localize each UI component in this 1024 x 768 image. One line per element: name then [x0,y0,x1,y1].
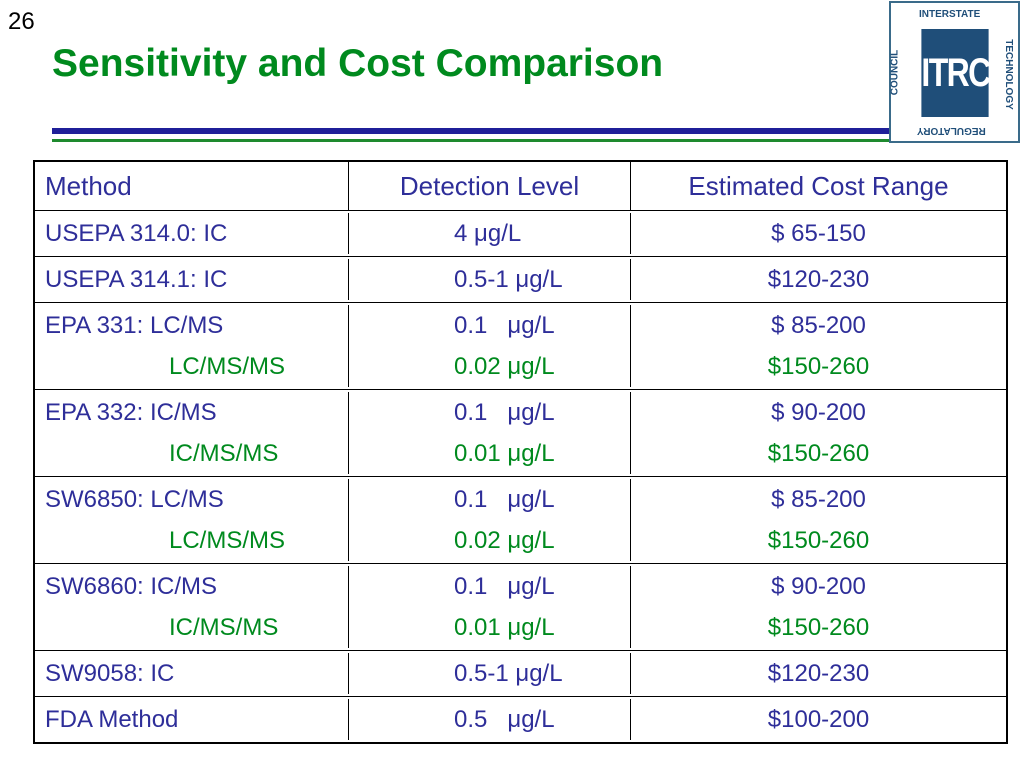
table-cell: 0.1 μg/L 0.02 μg/L [349,305,631,387]
cell-text: LC/MS/MS [169,353,286,380]
cell-text: EPA 331: LC/MS [45,312,224,339]
cell-text: SW6860: IC/MS [45,573,218,600]
table-row: EPA 332: IC/MS IC/MS/MS 0.1 μg/L 0.01 μg/L $… [35,389,1006,476]
logo-right: TECHNOLOGY [1002,39,1014,110]
table-row: FDA Method 0.5 μg/L $100-200 [35,696,1006,742]
table-cell: FDA Method [35,699,349,740]
cell-text: 0.5-1 μg/L [454,660,563,687]
cell-text: FDA Method [45,706,179,733]
cell-text: 0.5 μg/L [454,706,555,733]
cell-text: IC/MS/MS [169,440,279,467]
cell-text: SW6850: LC/MS [45,486,224,513]
cell-text: 0.1 μg/L [454,399,555,426]
table-cell: 0.1 μg/L 0.01 μg/L [349,566,631,648]
cell-text: 0.1 μg/L [454,486,555,513]
logo-mark: ITRC [921,29,991,117]
table-row: EPA 331: LC/MS LC/MS/MS 0.1 μg/L 0.02 μg/L $… [35,302,1006,389]
cell-text: 0.02 μg/L [454,527,555,554]
cell-text: USEPA 314.0: IC [45,220,228,247]
cell-text: $ 65-150 [771,220,866,247]
table-cell: $120-230 [631,259,1006,300]
cell-text: 0.5-1 μg/L [454,266,563,293]
logo: INTERSTATE TECHNOLOGY REGULATORY COUNCIL… [889,1,1020,143]
cell-text: 0.01 μg/L [454,440,555,467]
cell-text: $150-260 [767,614,870,641]
cell-text: $ 85-200 [771,312,866,339]
cell-text: $120-230 [767,266,870,293]
cell-text: 4 μg/L [454,220,522,247]
table-cell: USEPA 314.1: IC [35,259,349,300]
logo-left: COUNCIL [889,49,901,96]
table-cell: USEPA 314.0: IC [35,213,349,254]
table-cell: $120-230 [631,653,1006,694]
slide-number: 26 [8,8,35,35]
cell-text: $100-200 [767,706,870,733]
table-cell: 4 μg/L [349,213,631,254]
divider-blue [52,128,892,134]
table-cell: EPA 332: IC/MS IC/MS/MS [35,392,349,474]
header-cell: Method [35,162,349,210]
header-cell: Detection Level [349,162,631,210]
table-cell: SW9058: IC [35,653,349,694]
logo-top: INTERSTATE [919,9,981,20]
table-cell: SW6860: IC/MS IC/MS/MS [35,566,349,648]
table-cell: SW6850: LC/MS LC/MS/MS [35,479,349,561]
table-row: SW9058: IC 0.5-1 μg/L $120-230 [35,650,1006,696]
cell-text: $150-260 [767,440,870,467]
table: Method Detection Level Estimated Cost Rang… [33,160,1008,744]
cell-text: LC/MS/MS [169,527,286,554]
table-row: SW6860: IC/MS IC/MS/MS 0.1 μg/L 0.01 μg/L $ … [35,563,1006,650]
table-cell: 0.1 μg/L 0.01 μg/L [349,392,631,474]
cell-text: IC/MS/MS [169,614,279,641]
table-cell: $ 85-200 $150-260 [631,305,1006,387]
table-cell: EPA 331: LC/MS LC/MS/MS [35,305,349,387]
cell-text: $ 90-200 [771,573,866,600]
cell-text: $150-260 [767,527,870,554]
cell-text: $ 90-200 [771,399,866,426]
cell-text: SW9058: IC [45,660,175,687]
table-cell: 0.5 μg/L [349,699,631,740]
cell-text: 0.1 μg/L [454,312,555,339]
table-cell: $100-200 [631,699,1006,740]
table-cell: $ 90-200 $150-260 [631,566,1006,648]
cell-text: 0.01 μg/L [454,614,555,641]
logo-bottom: REGULATORY [917,125,986,136]
table-cell: 0.5-1 μg/L [349,653,631,694]
divider-green [52,139,892,142]
cell-text: $ 85-200 [771,486,866,513]
cell-text: $150-260 [767,353,870,380]
table-cell: $ 65-150 [631,213,1006,254]
cell-text: EPA 332: IC/MS [45,399,217,426]
cell-text: 0.02 μg/L [454,353,555,380]
table-cell: 0.1 μg/L 0.02 μg/L [349,479,631,561]
table-cell: 0.5-1 μg/L [349,259,631,300]
cell-text: $120-230 [767,660,870,687]
cell-text: 0.1 μg/L [454,573,555,600]
table-row: USEPA 314.0: IC 4 μg/L $ 65-150 [35,210,1006,256]
slide-title: Sensitivity and Cost Comparison [52,42,664,85]
table-row: USEPA 314.1: IC 0.5-1 μg/L $120-230 [35,256,1006,302]
table-header: Method Detection Level Estimated Cost Rang… [35,162,1006,210]
cell-text: USEPA 314.1: IC [45,266,228,293]
table-cell: $ 90-200 $150-260 [631,392,1006,474]
table-row: SW6850: LC/MS LC/MS/MS 0.1 μg/L 0.02 μg/L $ … [35,476,1006,563]
table-cell: $ 85-200 $150-260 [631,479,1006,561]
header-cell: Estimated Cost Range [688,171,949,201]
